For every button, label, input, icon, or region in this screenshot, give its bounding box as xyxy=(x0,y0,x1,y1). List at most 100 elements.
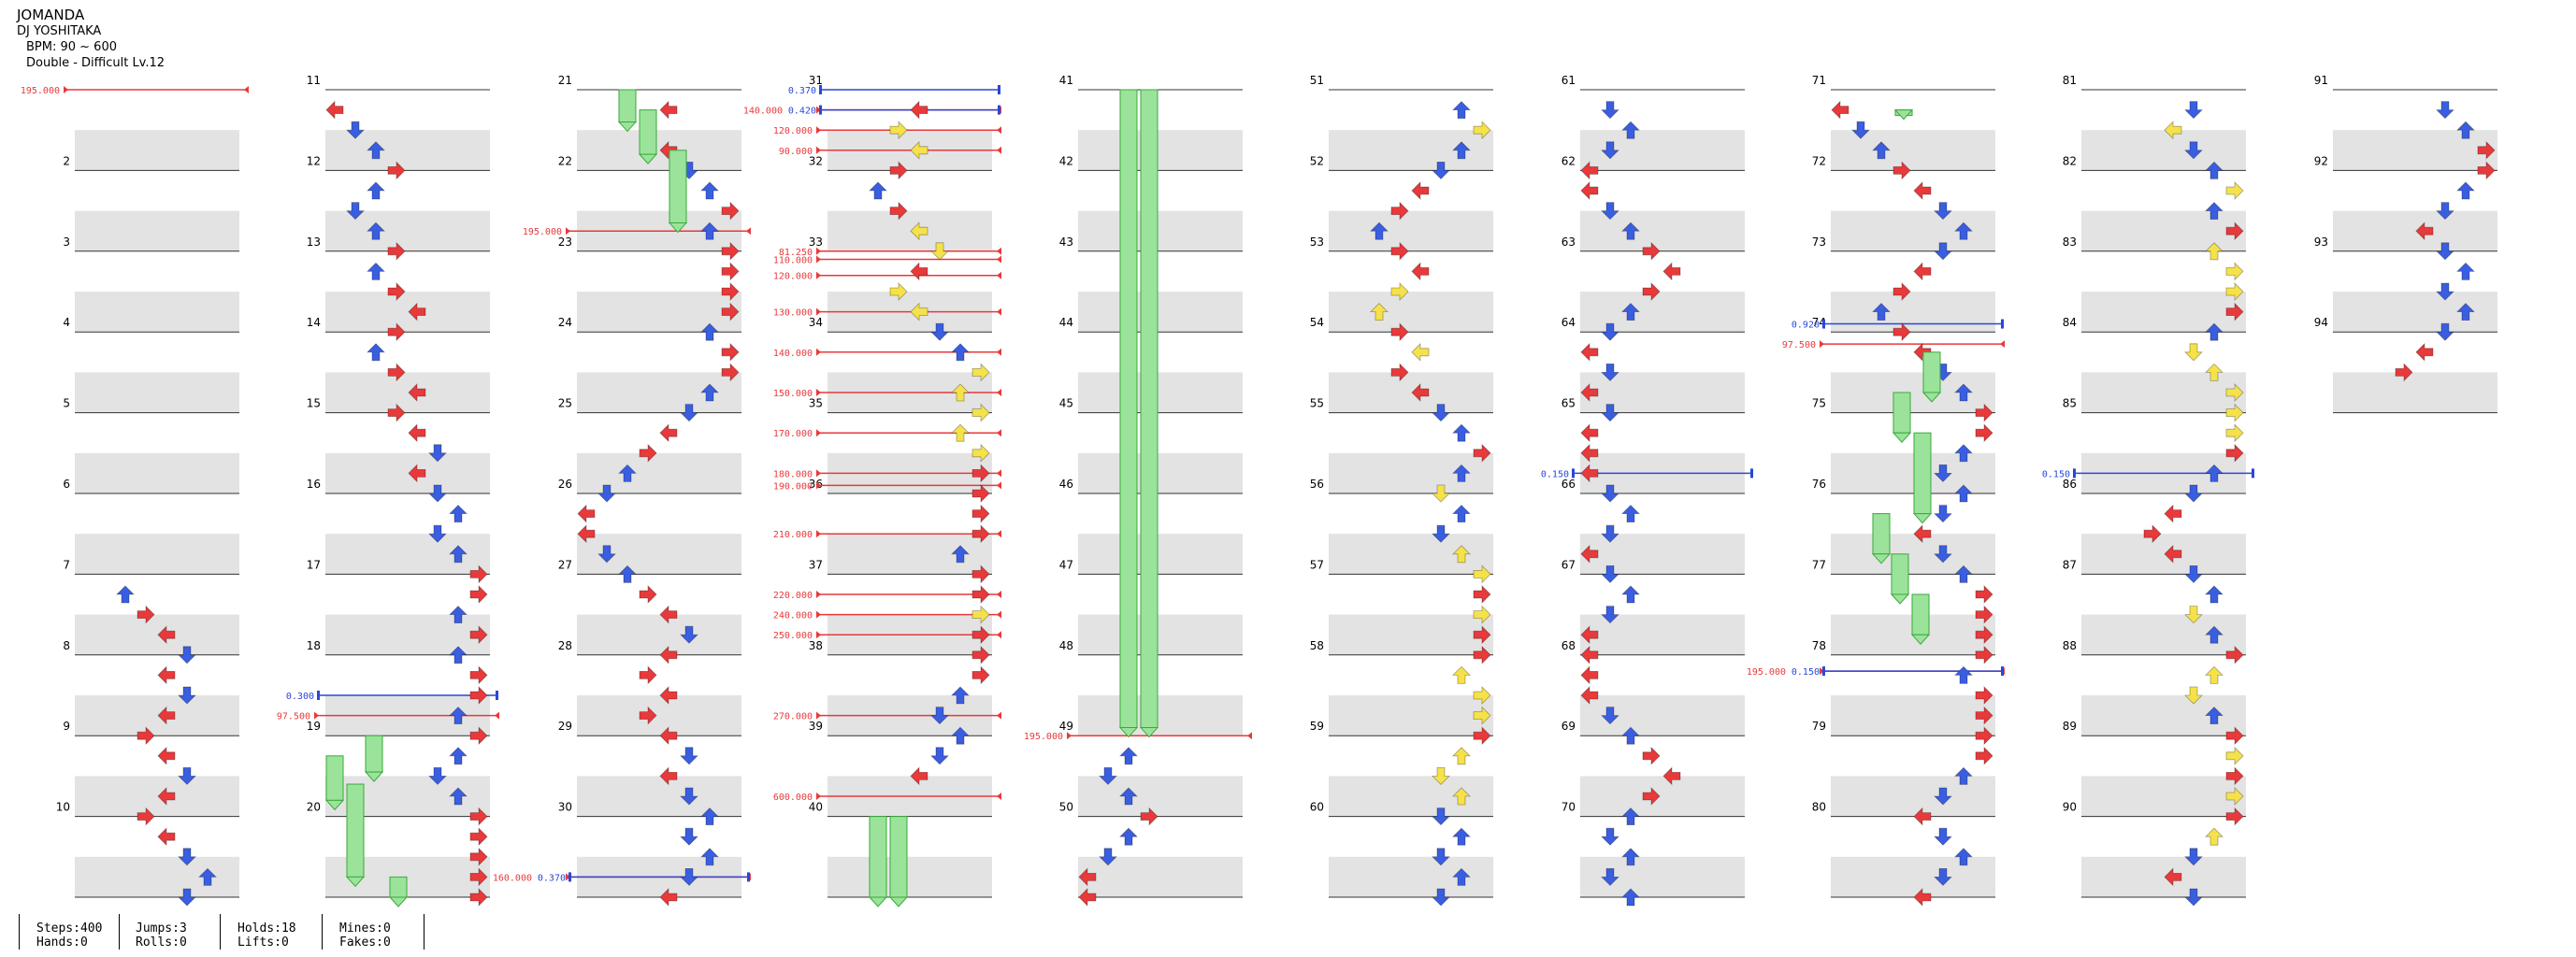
chart-difficulty: Double - Difficult Lv.12 xyxy=(26,56,165,70)
step-arrow-right xyxy=(721,302,740,321)
step-arrow-right-shape xyxy=(387,322,406,342)
step-arrow-down xyxy=(1601,141,1619,160)
step-arrow-left xyxy=(659,726,678,746)
measure-number: 61 xyxy=(1561,74,1576,87)
bpm-change-tick xyxy=(816,271,821,279)
stats-group-jumps: Jumps:3 Rolls:0 xyxy=(119,914,221,950)
step-arrow-up-shape xyxy=(2205,161,2223,179)
stop-label: 0.420 xyxy=(788,107,816,117)
measure-number: 77 xyxy=(1812,558,1826,571)
step-arrow-down-shape xyxy=(1601,363,1619,381)
step-arrow-left-shape xyxy=(1580,181,1599,200)
step-arrow-left-shape xyxy=(910,766,928,786)
step-arrow-up-shape xyxy=(1452,141,1471,160)
step-arrow-down xyxy=(178,848,196,866)
step-arrow-up xyxy=(1452,141,1471,160)
step-arrow-right-shape xyxy=(137,726,155,746)
bpm-change-label: 220.000 xyxy=(773,591,813,601)
step-arrow-left-shape xyxy=(2164,544,2182,564)
step-arrow-up-shape xyxy=(951,726,970,745)
step-arrow-down-shape xyxy=(1934,505,1952,523)
step-arrow-up-shape xyxy=(1370,303,1389,321)
step-arrow-right xyxy=(639,443,657,463)
step-arrow-right-shape xyxy=(1975,605,1993,624)
step-arrow-up-shape xyxy=(2456,121,2475,139)
step-arrow-left xyxy=(910,766,928,786)
beat-stripe xyxy=(577,695,741,736)
step-arrow-up-shape xyxy=(951,423,970,442)
beat-stripe xyxy=(1329,695,1493,736)
step-arrow-down-shape xyxy=(680,787,698,806)
beat-stripe xyxy=(577,292,741,333)
measure-number: 71 xyxy=(1812,74,1826,87)
measure-number: 32 xyxy=(809,154,823,167)
step-arrow-right xyxy=(971,504,990,523)
step-arrow-left-shape xyxy=(408,464,426,483)
step-arrow-right xyxy=(469,665,488,685)
measure-number: 86 xyxy=(2063,478,2077,491)
step-arrow-left xyxy=(1580,645,1599,664)
step-arrow-right xyxy=(469,564,488,584)
stop-label: 0.920 xyxy=(1792,321,1820,331)
beat-stripe xyxy=(325,534,490,575)
step-arrow-right xyxy=(387,322,406,342)
step-arrow-down-shape xyxy=(2184,565,2203,583)
step-arrow-left-shape xyxy=(1913,181,1932,200)
step-arrow-down-shape xyxy=(1432,848,1450,866)
step-arrow-down xyxy=(1432,161,1450,179)
step-arrow-down xyxy=(2184,686,2203,705)
step-arrow-left xyxy=(577,524,596,544)
step-arrow-left-shape xyxy=(1580,645,1599,664)
step-arrow-up xyxy=(700,807,719,825)
step-arrow-left-shape xyxy=(1580,161,1599,180)
step-arrow-up xyxy=(1452,101,1471,119)
stop-label: 0.150 xyxy=(1541,469,1569,479)
beat-stripe xyxy=(75,534,239,575)
hold-note-tail xyxy=(1871,553,1892,564)
bpm-change-tick xyxy=(816,348,821,356)
step-arrow-down-shape xyxy=(178,686,196,705)
step-arrow-right-shape xyxy=(971,665,990,685)
step-arrow-down-shape xyxy=(930,707,949,725)
step-arrow-down xyxy=(680,747,698,765)
step-arrow-down-shape xyxy=(1934,464,1952,482)
bpm-change-tick xyxy=(816,429,821,437)
bpm-change-tick xyxy=(816,530,821,538)
step-arrow-right-shape xyxy=(469,847,488,866)
beat-stripe xyxy=(1329,292,1493,333)
step-arrow-right xyxy=(387,241,406,261)
step-arrow-left xyxy=(1411,342,1430,362)
step-arrow-right-shape xyxy=(2225,443,2244,463)
beat-stripe xyxy=(1580,292,1745,333)
step-arrow-up-shape xyxy=(2205,322,2223,341)
hold-note xyxy=(618,89,637,123)
step-arrow-left xyxy=(1580,181,1599,200)
step-arrow-left xyxy=(1580,686,1599,705)
bpm-change-tick xyxy=(816,389,821,396)
step-arrow-up xyxy=(1119,747,1138,765)
bpm-change-tick xyxy=(997,255,1001,264)
step-arrow-down-shape xyxy=(1601,524,1619,543)
step-arrow-up xyxy=(1621,505,1640,522)
step-arrow-down-shape xyxy=(1601,484,1619,503)
measure-number: 43 xyxy=(1059,236,1073,249)
step-arrow-right-shape xyxy=(1975,585,1993,604)
step-arrow-left-shape xyxy=(157,706,176,725)
step-arrow-down-shape xyxy=(2184,141,2203,160)
step-arrow-left xyxy=(157,706,176,725)
measure-number: 53 xyxy=(1310,236,1324,249)
measure-number: 15 xyxy=(307,397,321,410)
step-arrow-left-shape xyxy=(325,100,344,120)
measure-number: 34 xyxy=(809,316,823,329)
step-arrow-up xyxy=(367,221,385,240)
step-arrow-up-shape xyxy=(1954,564,1973,583)
step-arrow-left-shape xyxy=(577,524,596,544)
step-arrow-up xyxy=(2456,121,2475,139)
step-arrow-up xyxy=(449,545,468,564)
step-arrow-up xyxy=(700,848,719,866)
step-arrow-right xyxy=(2477,161,2496,180)
step-arrow-right xyxy=(2225,403,2244,422)
step-arrow-right-shape xyxy=(2225,302,2244,321)
beat-stripe xyxy=(75,695,239,736)
stop-tick xyxy=(2252,468,2254,478)
